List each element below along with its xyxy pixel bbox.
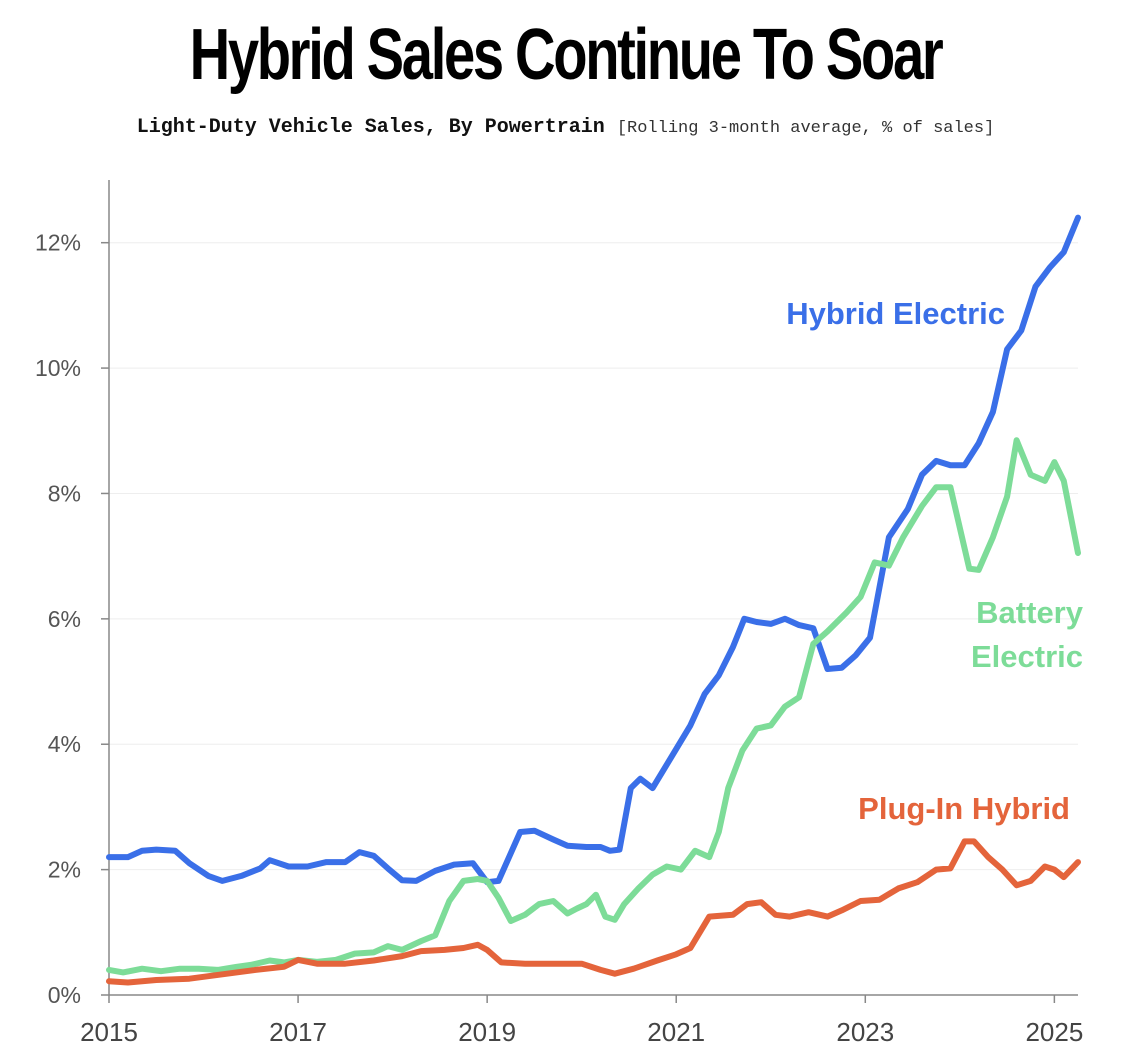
y-tick-label: 0%	[48, 982, 81, 1008]
series-label-plug-in-hybrid: Plug-In Hybrid	[858, 791, 1070, 826]
y-tick-label: 4%	[48, 731, 81, 757]
y-tick-label: 8%	[48, 480, 81, 506]
series-label-battery-electric: Battery	[976, 595, 1084, 630]
series-labels: Hybrid Electric Battery Electric Plug-In Hy…	[786, 296, 1084, 826]
grid-lines	[109, 242, 1078, 871]
subtitle-note: [Rolling 3-month average, % of sales]	[616, 119, 995, 138]
x-tick-label: 2025	[1025, 1017, 1083, 1047]
y-tick-label: 2%	[48, 857, 81, 883]
chart-subtitle: Light-Duty Vehicle Sales, By Powertrain …	[0, 116, 1131, 139]
x-tick-label: 2021	[647, 1017, 705, 1047]
x-tick-label: 2017	[269, 1017, 327, 1047]
x-tick-label: 2023	[836, 1017, 894, 1047]
y-tick-label: 6%	[48, 606, 81, 632]
x-tick-label: 2019	[458, 1017, 516, 1047]
y-tick-label: 10%	[35, 355, 81, 381]
series-label-battery-electric: Electric	[971, 639, 1083, 674]
y-tick-label: 12%	[35, 230, 81, 256]
series-line-plug-in-hybrid	[106, 838, 1081, 986]
series-line-hybrid-electric	[106, 214, 1081, 886]
chart-title: Hybrid Sales Continue To Soar	[189, 15, 944, 95]
series-label-hybrid-electric: Hybrid Electric	[786, 296, 1005, 331]
series-line-battery-electric	[106, 437, 1081, 976]
series-lines	[106, 214, 1081, 986]
subtitle-main: Light-Duty Vehicle Sales, By Powertrain	[136, 116, 605, 139]
x-tick-label: 2015	[80, 1017, 138, 1047]
